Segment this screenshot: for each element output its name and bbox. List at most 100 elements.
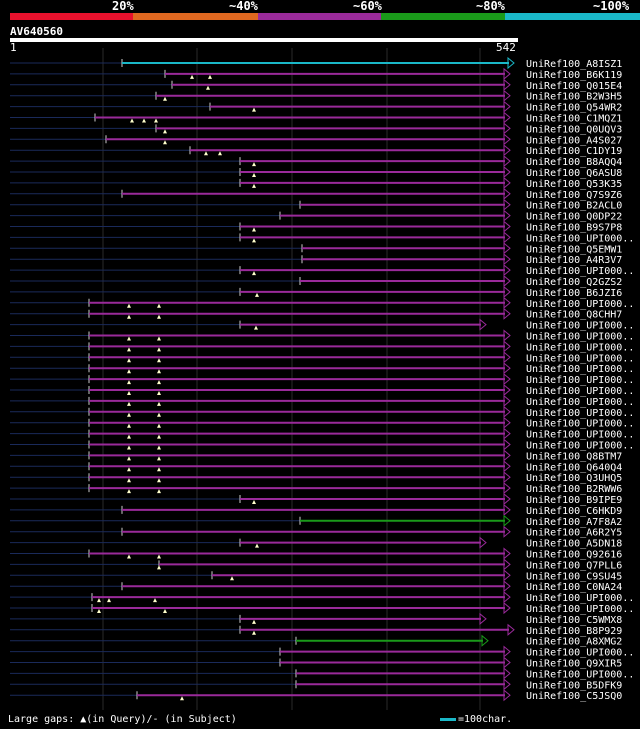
hit-label[interactable]: UniRef100_UPI000.. <box>526 332 634 343</box>
hit-row[interactable]: UniRef100_UPI000.. <box>10 318 634 332</box>
hit-row[interactable]: UniRef100_C5JSQ0 <box>10 689 622 702</box>
hit-row[interactable]: UniRef100_Q0DP22 <box>10 209 622 223</box>
hit-row[interactable]: UniRef100_UPI000.. <box>10 416 634 430</box>
hit-row[interactable]: UniRef100_Q8CHH7 <box>10 307 622 321</box>
hit-label[interactable]: UniRef100_C9SU45 <box>526 571 622 582</box>
hit-label[interactable]: UniRef100_UPI000.. <box>526 441 634 452</box>
hit-label[interactable]: UniRef100_UPI000.. <box>526 299 634 310</box>
hit-label[interactable]: UniRef100_Q54WR2 <box>526 103 622 114</box>
hit-row[interactable]: UniRef100_A4R3V7 <box>10 253 622 266</box>
hit-row[interactable]: UniRef100_B2ACL0 <box>10 198 622 212</box>
hit-label[interactable]: UniRef100_Q8CHH7 <box>526 310 622 321</box>
hit-label[interactable]: UniRef100_UPI000.. <box>526 648 634 659</box>
hit-label[interactable]: UniRef100_UPI000.. <box>526 604 634 615</box>
hit-label[interactable]: UniRef100_C1MQZ1 <box>526 114 622 125</box>
hit-row[interactable]: UniRef100_B6K119 <box>10 67 622 81</box>
hit-label[interactable]: UniRef100_C6HKD9 <box>526 506 622 517</box>
hit-label[interactable]: UniRef100_B6JZI6 <box>526 288 622 299</box>
hit-row[interactable]: UniRef100_Q53K35 <box>10 176 622 190</box>
hit-label[interactable]: UniRef100_Q2GZS2 <box>526 277 622 288</box>
hit-label[interactable]: UniRef100_B6K119 <box>526 70 622 81</box>
hit-row[interactable]: UniRef100_UPI000.. <box>10 340 634 353</box>
hit-row[interactable]: UniRef100_B2W3H5 <box>10 89 622 103</box>
hit-label[interactable]: UniRef100_B2RWW6 <box>526 484 622 495</box>
hit-row[interactable]: UniRef100_B9IPE9 <box>10 492 622 506</box>
hit-row[interactable]: UniRef100_UPI000.. <box>10 264 634 277</box>
hit-label[interactable]: UniRef100_UPI000.. <box>526 669 634 680</box>
hit-label[interactable]: UniRef100_B9IPE9 <box>526 495 622 506</box>
hit-row[interactable]: UniRef100_UPI000.. <box>10 591 634 604</box>
hit-row[interactable]: UniRef100_UPI000.. <box>10 645 634 659</box>
hit-row[interactable]: UniRef100_Q5EMW1 <box>10 242 622 255</box>
hit-row[interactable]: UniRef100_C5WMX8 <box>10 612 622 626</box>
hit-label[interactable]: UniRef100_UPI000.. <box>526 375 634 386</box>
hit-row[interactable]: UniRef100_UPI000.. <box>10 667 634 680</box>
hit-row[interactable]: UniRef100_A8ISZ1 <box>10 56 622 70</box>
hit-label[interactable]: UniRef100_Q8BTM7 <box>526 451 622 462</box>
hit-row[interactable]: UniRef100_B8AQQ4 <box>10 155 622 168</box>
hit-row[interactable]: UniRef100_C6HKD9 <box>10 503 622 517</box>
hit-row[interactable]: UniRef100_UPI000.. <box>10 394 634 408</box>
hit-row[interactable]: UniRef100_C1MQZ1 <box>10 111 622 125</box>
hit-row[interactable]: UniRef100_C1DY19 <box>10 144 622 157</box>
hit-row[interactable]: UniRef100_Q015E4 <box>10 78 622 92</box>
hit-label[interactable]: UniRef100_Q53K35 <box>526 179 622 190</box>
hit-label[interactable]: UniRef100_Q7PLL6 <box>526 560 622 571</box>
hit-row[interactable]: UniRef100_A7F8A2 <box>10 514 622 528</box>
hit-label[interactable]: UniRef100_Q92616 <box>526 550 622 561</box>
hit-row[interactable]: UniRef100_A4S027 <box>10 133 622 146</box>
hit-label[interactable]: UniRef100_A8ISZ1 <box>526 59 622 70</box>
hit-row[interactable]: UniRef100_Q3UHQ5 <box>10 471 622 484</box>
hit-label[interactable]: UniRef100_A7F8A2 <box>526 517 622 528</box>
hit-row[interactable]: UniRef100_Q7PLL6 <box>10 558 622 571</box>
hit-row[interactable]: UniRef100_UPI000.. <box>10 601 634 615</box>
hit-row[interactable]: UniRef100_Q54WR2 <box>10 100 622 114</box>
hit-label[interactable]: UniRef100_C0NA24 <box>526 582 622 593</box>
hit-label[interactable]: UniRef100_UPI000.. <box>526 353 634 364</box>
hit-label[interactable]: UniRef100_A6R2Y5 <box>526 528 622 539</box>
hit-label[interactable]: UniRef100_UPI000.. <box>526 233 634 244</box>
hit-label[interactable]: UniRef100_UPI000.. <box>526 593 634 604</box>
hit-row[interactable]: UniRef100_UPI000.. <box>10 383 634 397</box>
hit-label[interactable]: UniRef100_UPI000.. <box>526 430 634 441</box>
hit-label[interactable]: UniRef100_Q015E4 <box>526 81 622 92</box>
hit-label[interactable]: UniRef100_UPI000.. <box>526 266 634 277</box>
hit-row[interactable]: UniRef100_Q2GZS2 <box>10 274 622 288</box>
hit-row[interactable]: UniRef100_Q6ASU8 <box>10 165 622 179</box>
hit-label[interactable]: UniRef100_B9S7P8 <box>526 223 622 234</box>
hit-label[interactable]: UniRef100_Q6ASU8 <box>526 168 622 179</box>
hit-label[interactable]: UniRef100_UPI000.. <box>526 419 634 430</box>
hit-label[interactable]: UniRef100_A5DN18 <box>526 539 622 550</box>
hit-label[interactable]: UniRef100_A8XMG2 <box>526 637 622 648</box>
hit-label[interactable]: UniRef100_UPI000.. <box>526 408 634 419</box>
hit-row[interactable]: UniRef100_UPI000.. <box>10 296 634 310</box>
hit-row[interactable]: UniRef100_Q92616 <box>10 547 622 561</box>
hit-row[interactable]: UniRef100_A6R2Y5 <box>10 525 622 539</box>
hit-label[interactable]: UniRef100_UPI000.. <box>526 342 634 353</box>
hit-label[interactable]: UniRef100_B2ACL0 <box>526 201 622 212</box>
hit-label[interactable]: UniRef100_C5WMX8 <box>526 615 622 626</box>
hit-label[interactable]: UniRef100_UPI000.. <box>526 397 634 408</box>
hit-row[interactable]: UniRef100_UPI000.. <box>10 329 634 343</box>
hit-label[interactable]: UniRef100_B8P929 <box>526 626 622 637</box>
hit-row[interactable]: UniRef100_A8XMG2 <box>10 634 622 648</box>
hit-row[interactable]: UniRef100_B9S7P8 <box>10 220 622 234</box>
hit-row[interactable]: UniRef100_UPI000.. <box>10 427 634 441</box>
hit-row[interactable]: UniRef100_Q0UQV3 <box>10 122 622 135</box>
hit-label[interactable]: UniRef100_B2W3H5 <box>526 92 622 103</box>
hit-row[interactable]: UniRef100_B2RWW6 <box>10 482 622 495</box>
hit-label[interactable]: UniRef100_C5JSQ0 <box>526 691 622 702</box>
hit-label[interactable]: UniRef100_C1DY19 <box>526 146 622 157</box>
hit-row[interactable]: UniRef100_UPI000.. <box>10 351 634 364</box>
hit-row[interactable]: UniRef100_UPI000.. <box>10 362 634 375</box>
hit-label[interactable]: UniRef100_Q7S9Z6 <box>526 190 622 201</box>
hit-row[interactable]: UniRef100_Q8BTM7 <box>10 449 622 462</box>
hit-row[interactable]: UniRef100_Q7S9Z6 <box>10 187 622 201</box>
hit-label[interactable]: UniRef100_Q9XIR5 <box>526 659 622 670</box>
hit-label[interactable]: UniRef100_Q0UQV3 <box>526 124 622 135</box>
hit-row[interactable]: UniRef100_C0NA24 <box>10 580 622 593</box>
hit-row[interactable]: UniRef100_UPI000.. <box>10 231 634 244</box>
hit-label[interactable]: UniRef100_B5DFK9 <box>526 680 622 691</box>
hit-label[interactable]: UniRef100_UPI000.. <box>526 364 634 375</box>
hit-row[interactable]: UniRef100_Q640Q4 <box>10 460 622 473</box>
